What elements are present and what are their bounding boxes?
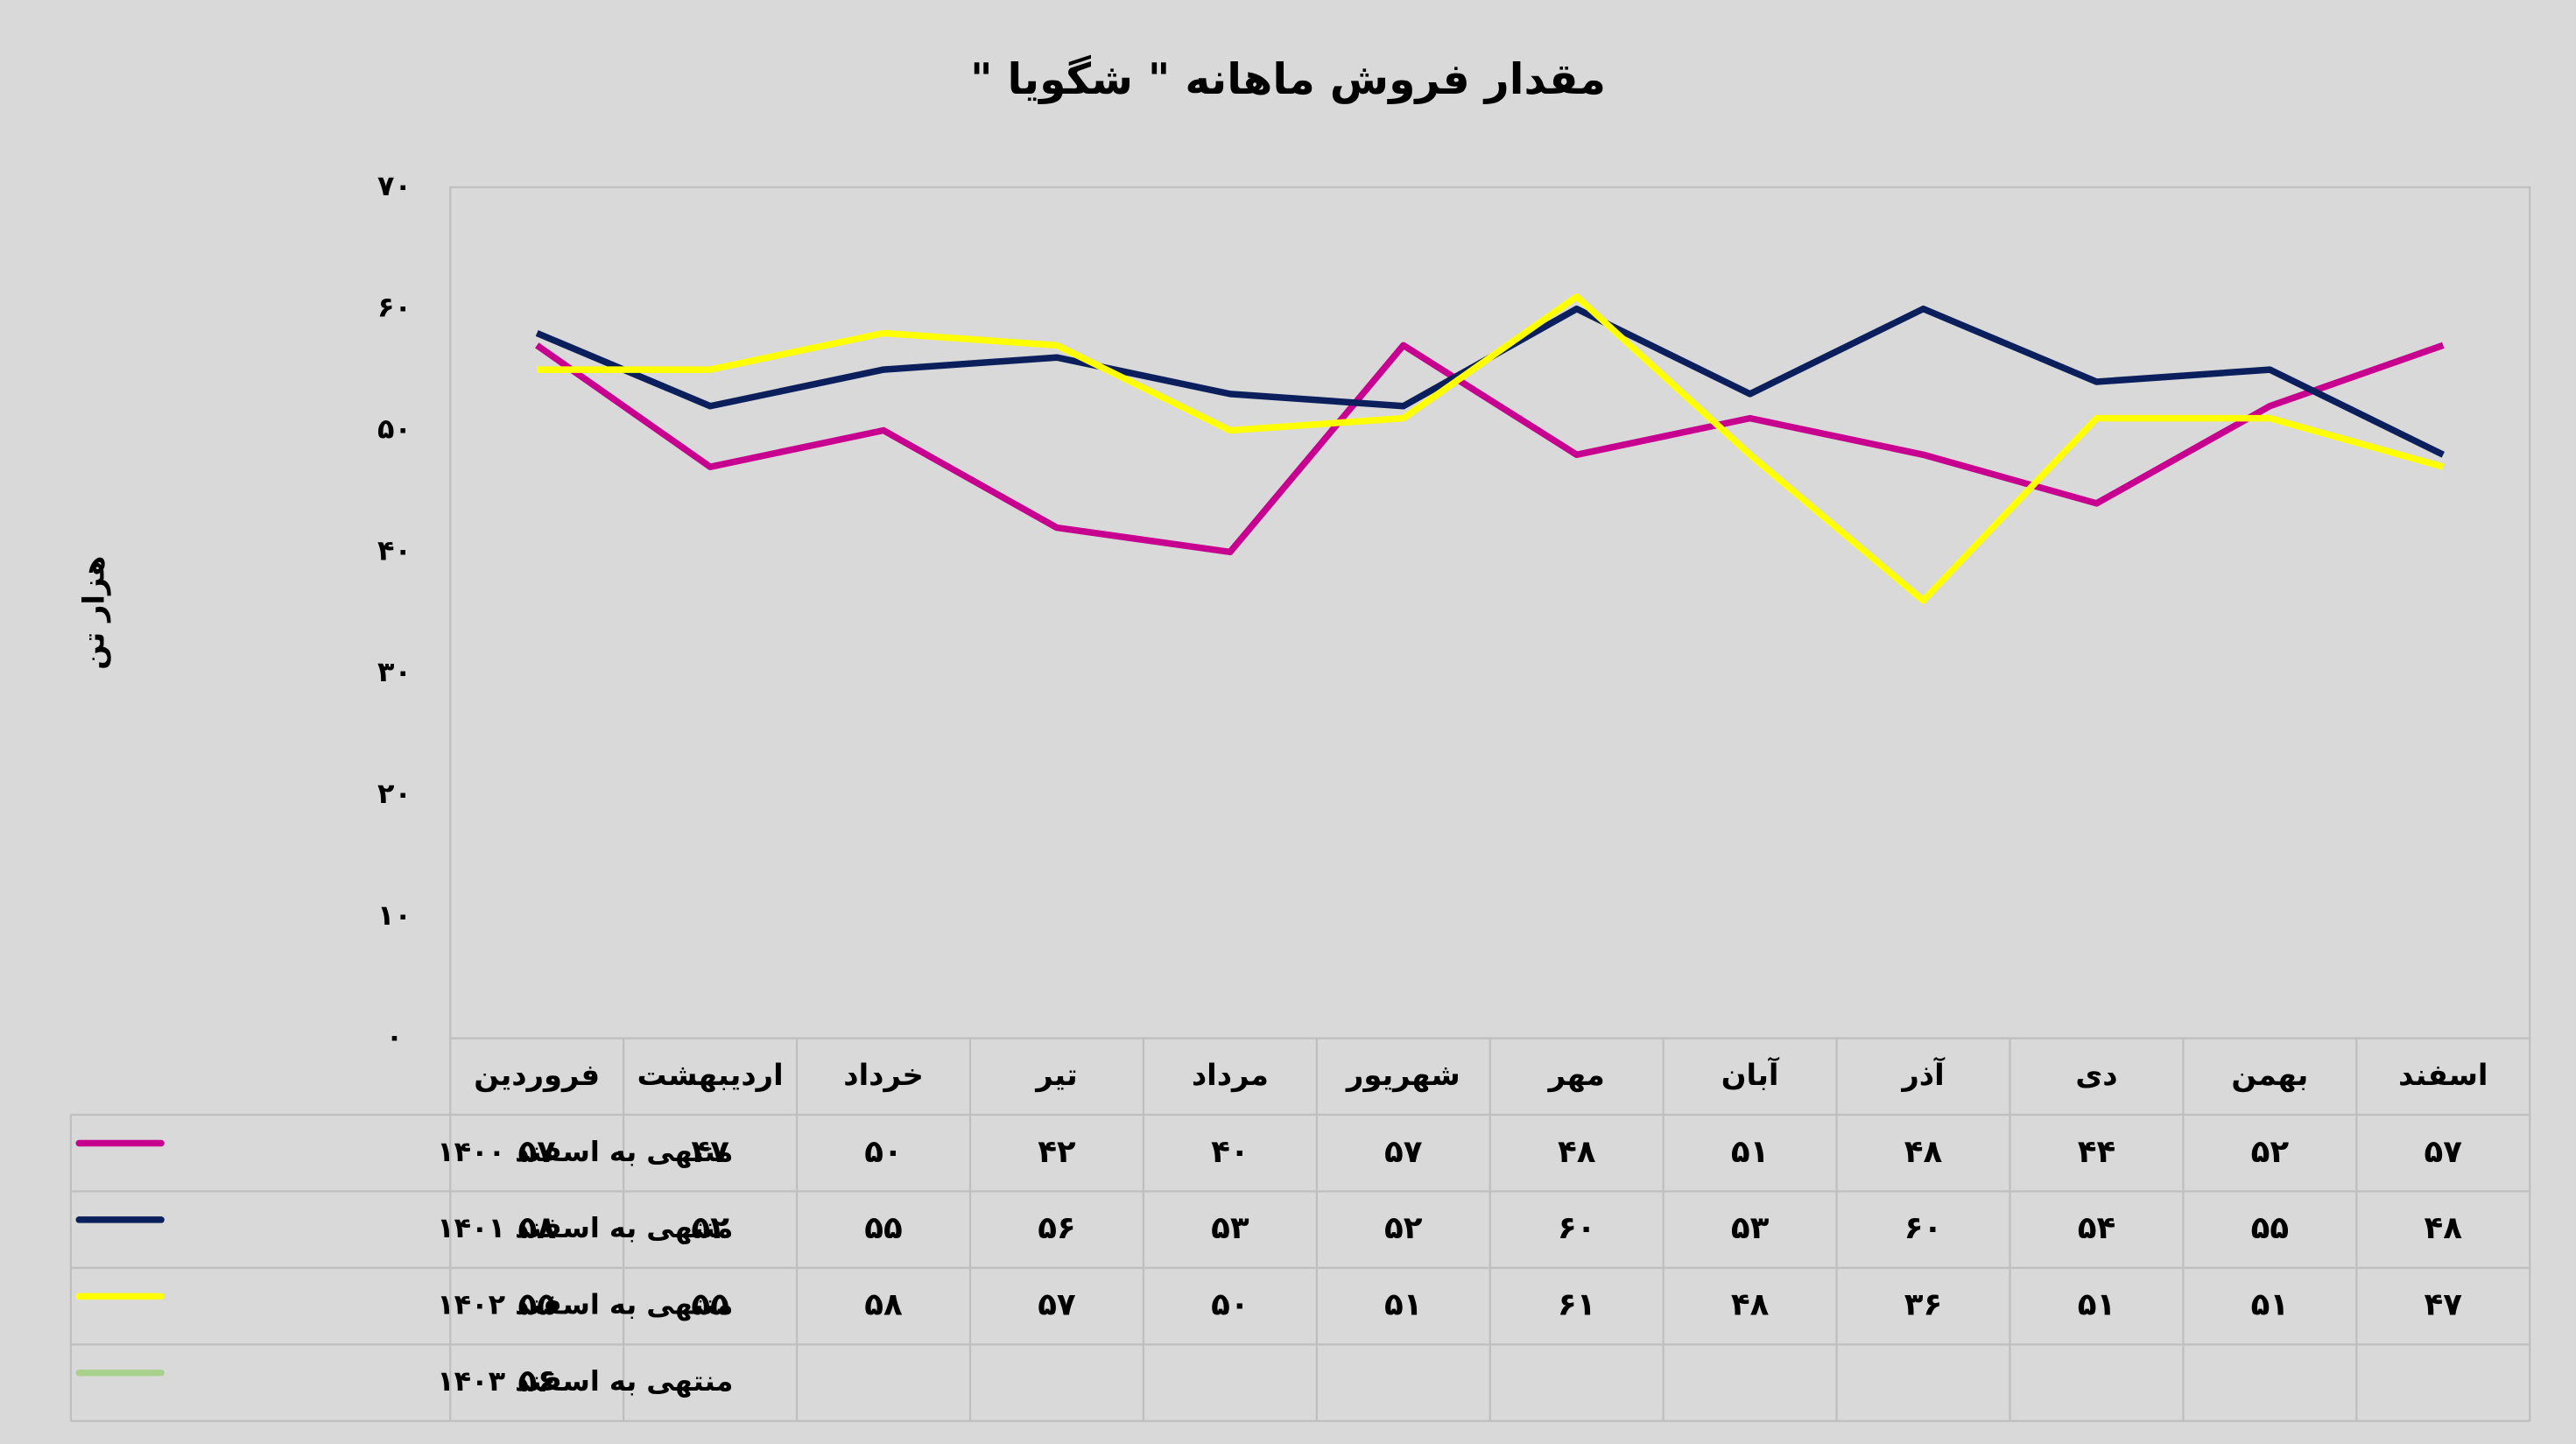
y-tick-label: ۱۰: [377, 898, 412, 932]
series-line: [537, 293, 2445, 604]
y-tick-label: ۲۰: [377, 777, 412, 810]
table-value: ۴۸: [1731, 1287, 1770, 1323]
x-tick-label: مرداد: [1192, 1058, 1269, 1093]
table-value: ۵۰: [1211, 1287, 1249, 1323]
y-tick-label: ۴۰: [377, 533, 412, 567]
table-value: ۵۱: [2078, 1287, 2116, 1323]
table-value: ۵۶: [517, 1363, 555, 1399]
x-tick-label: دی: [2075, 1058, 2117, 1092]
table-value: ۵۱: [1384, 1287, 1423, 1323]
table-value: ۴۰: [1211, 1134, 1249, 1170]
x-tick-label: بهمن: [2231, 1058, 2308, 1093]
table-value: ۴۷: [2425, 1287, 2463, 1323]
table-value: ۵۳: [1211, 1210, 1249, 1246]
y-tick-label: ۶۰: [377, 291, 412, 324]
series-line: [535, 342, 2445, 556]
table-value: ۵۶: [1038, 1210, 1076, 1246]
table-value: ۵۷: [517, 1134, 556, 1170]
table-value: ۶۱: [1558, 1287, 1596, 1323]
table-value: ۵۳: [1731, 1210, 1770, 1246]
table-value: ۴۸: [2425, 1210, 2463, 1246]
table-value: ۵۵: [691, 1287, 729, 1323]
table-value: ۵۷: [1384, 1134, 1423, 1170]
x-tick-label: مهر: [1547, 1058, 1605, 1093]
table-value: ۳۶: [1904, 1287, 1943, 1323]
legend-label: منتهی به اسفند ۱۴۰۳: [437, 1364, 733, 1398]
x-tick-label: آبان: [1721, 1056, 1780, 1092]
table-value: ۵۸: [517, 1210, 556, 1246]
legend-label: منتهی به اسفند ۱۴۰۲: [437, 1288, 733, 1321]
legend-label: منتهی به اسفند ۱۴۰۱: [437, 1211, 733, 1244]
y-tick-label: ۰: [386, 1020, 403, 1053]
table-value: ۴۲: [1038, 1134, 1076, 1170]
y-tick-label: ۳۰: [377, 655, 412, 688]
table-value: ۵۲: [1384, 1210, 1423, 1246]
y-tick-label: ۷۰: [377, 169, 412, 202]
y-axis-label: هزار تن: [77, 556, 112, 670]
legend-label: منتهی به اسفند ۱۴۰۰: [437, 1135, 733, 1168]
table-value: ۵۴: [2078, 1210, 2116, 1246]
x-tick-label: شهریور: [1345, 1058, 1460, 1093]
table-value: ۵۱: [2251, 1287, 2290, 1323]
table-value: ۵۵: [2251, 1210, 2290, 1246]
x-tick-label: اسفند: [2398, 1058, 2488, 1092]
table-value: ۵۷: [1038, 1287, 1076, 1323]
table-value: ۴۸: [1904, 1134, 1943, 1170]
x-tick-label: تیر: [1034, 1058, 1077, 1093]
table-value: ۴۸: [1558, 1134, 1596, 1170]
x-tick-label: آذر: [1900, 1056, 1946, 1092]
table-value: ۵۱: [1731, 1134, 1770, 1170]
table-value: ۴۷: [691, 1134, 729, 1170]
table-value: ۵۵: [517, 1287, 555, 1323]
x-tick-label: اردیبهشت: [637, 1058, 784, 1093]
table-value: ۴۴: [2078, 1134, 2116, 1170]
chart-title: مقدار فروش ماهانه " شگویا ": [970, 54, 1606, 104]
table-value: ۵۰: [864, 1134, 902, 1170]
x-tick-label: فروردین: [474, 1058, 600, 1093]
table-value: ۵۵: [864, 1210, 902, 1246]
table-value: ۶۰: [1904, 1210, 1943, 1246]
table-value: ۵۲: [691, 1210, 729, 1246]
table-value: ۵۸: [864, 1287, 903, 1323]
table-value: ۵۲: [2251, 1134, 2290, 1170]
x-tick-label: خرداد: [843, 1058, 924, 1093]
table-value: ۶۰: [1558, 1210, 1596, 1246]
y-tick-label: ۵۰: [377, 412, 412, 446]
table-value: ۵۷: [2425, 1134, 2463, 1170]
